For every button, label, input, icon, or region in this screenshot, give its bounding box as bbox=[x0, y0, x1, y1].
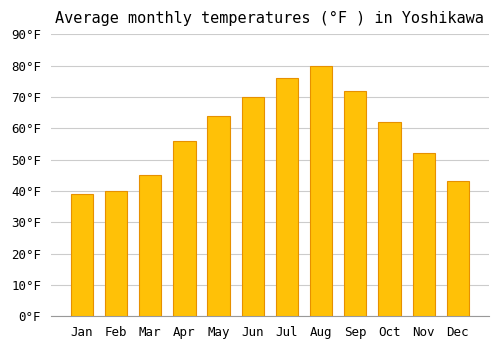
Bar bbox=[344, 91, 366, 316]
Bar bbox=[174, 141, 196, 316]
Bar bbox=[447, 181, 469, 316]
Bar bbox=[139, 175, 162, 316]
Bar bbox=[310, 65, 332, 316]
Bar bbox=[105, 191, 127, 316]
Title: Average monthly temperatures (°F ) in Yoshikawa: Average monthly temperatures (°F ) in Yo… bbox=[56, 11, 484, 26]
Bar bbox=[242, 97, 264, 316]
Bar bbox=[412, 153, 435, 316]
Bar bbox=[70, 194, 93, 316]
Bar bbox=[378, 122, 400, 316]
Bar bbox=[208, 116, 230, 316]
Bar bbox=[276, 78, 298, 316]
